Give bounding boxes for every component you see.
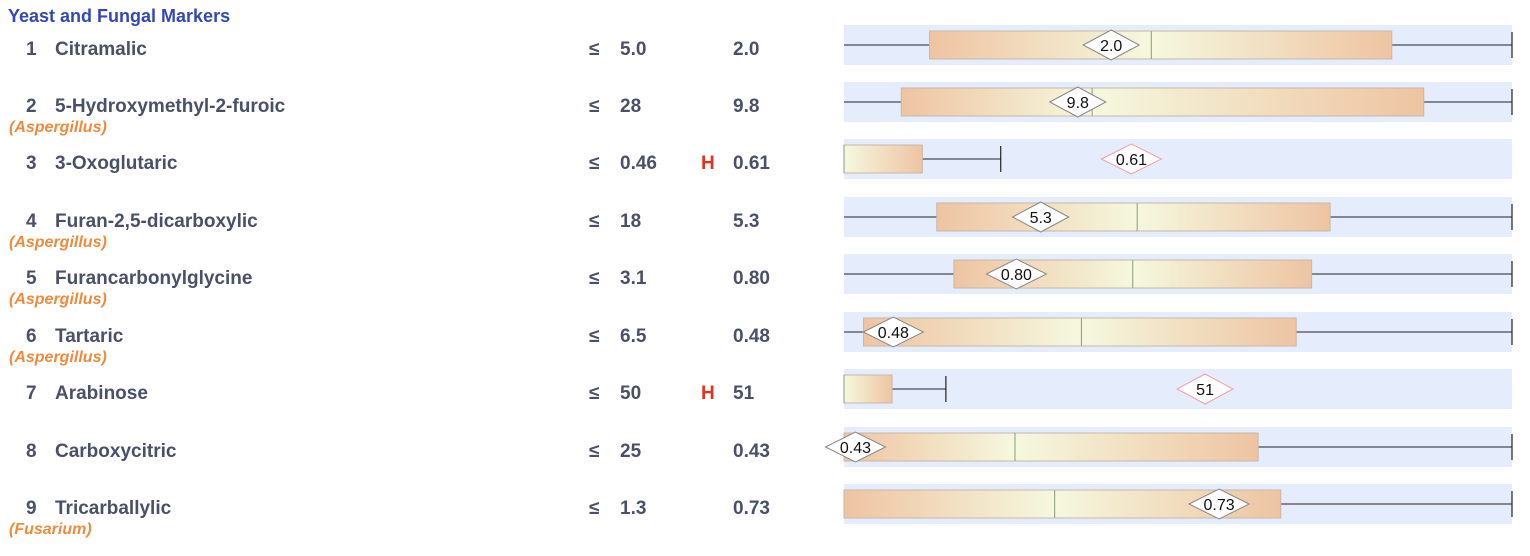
reference-limit: 5.0	[620, 39, 647, 60]
value-marker	[1011, 201, 1070, 233]
result-value: 51	[733, 383, 755, 404]
marker-name: Arabinose	[55, 383, 148, 404]
table-row: 8 Carboxycitric ≤25 0.43 0.43	[0, 427, 1530, 499]
iqr-box	[843, 374, 893, 404]
range-plot: 0.48	[844, 316, 1513, 348]
row-index: 6	[26, 326, 37, 347]
value-marker	[985, 258, 1048, 290]
result-value: 2.0	[733, 39, 760, 60]
value-marker	[1048, 86, 1107, 118]
row-index: 8	[26, 441, 37, 462]
value-marker-label: 0.61	[1116, 152, 1147, 169]
marker-name: Citramalic	[55, 39, 147, 60]
result-value: 0.48	[733, 326, 770, 347]
less-equal-symbol: ≤	[589, 39, 600, 60]
less-equal-symbol: ≤	[589, 268, 600, 289]
value-marker-label: 0.43	[840, 440, 871, 457]
value-marker-label: 2.0	[1100, 38, 1122, 55]
row-index: 2	[26, 96, 37, 117]
value-marker-label: 5.3	[1030, 210, 1052, 227]
value-marker-label: 51	[1196, 382, 1214, 399]
row-index: 1	[26, 39, 37, 60]
result-value: 9.8	[733, 96, 760, 117]
marker-name: 3-Oxoglutaric	[55, 153, 178, 174]
range-plot: 9.8	[844, 86, 1513, 118]
table-row: 4 Furan-2,5-dicarboxylic (Aspergillus) ≤18 5…	[0, 197, 1530, 269]
value-marker-label: 0.48	[878, 325, 909, 342]
range-plot: 0.43	[824, 431, 1513, 463]
iqr-box	[843, 144, 923, 174]
reference-limit: 18	[620, 211, 642, 232]
value-marker	[1176, 373, 1235, 405]
value-marker	[1187, 488, 1251, 520]
value-marker	[1082, 29, 1141, 61]
result-value: 0.80	[733, 268, 770, 289]
row-index: 4	[26, 211, 37, 232]
reference-limit: 50	[620, 383, 642, 404]
result-value: 5.3	[733, 211, 760, 232]
marker-name: Tartaric	[55, 326, 124, 347]
range-plot: 0.73	[843, 488, 1513, 520]
less-equal-symbol: ≤	[589, 383, 600, 404]
less-equal-symbol: ≤	[589, 211, 600, 232]
table-row: 5 Furancarbonylglycine (Aspergillus) ≤3.1 0.…	[0, 254, 1530, 326]
range-plot: 51	[843, 373, 1235, 405]
row-index: 7	[26, 383, 37, 404]
reference-limit: 1.3	[620, 498, 647, 519]
marker-source: (Aspergillus)	[9, 234, 107, 251]
high-flag: H	[701, 383, 715, 404]
row-index: 9	[26, 498, 37, 519]
marker-name: Furan-2,5-dicarboxylic	[55, 211, 258, 232]
reference-limit: 3.1	[620, 268, 647, 289]
iqr-box	[863, 317, 1297, 347]
iqr-box	[936, 202, 1331, 232]
iqr-box	[900, 87, 1425, 117]
reference-limit: 0.46	[620, 153, 657, 174]
value-marker	[824, 431, 887, 463]
range-plot: 5.3	[844, 201, 1513, 233]
table-row: 6 Tartaric (Aspergillus) ≤6.5 0.48 0.48	[0, 312, 1530, 384]
reference-limit: 28	[620, 96, 642, 117]
range-plot: 0.80	[844, 258, 1513, 290]
row-index: 3	[26, 153, 37, 174]
value-marker	[862, 316, 925, 348]
less-equal-symbol: ≤	[589, 326, 600, 347]
less-equal-symbol: ≤	[589, 441, 600, 462]
range-plot: 0.61	[843, 143, 1163, 175]
range-plot: 2.0	[844, 29, 1513, 61]
section-title: Yeast and Fungal Markers	[8, 6, 231, 26]
marker-source: (Aspergillus)	[9, 349, 107, 366]
marker-name: 5-Hydroxymethyl-2-furoic	[55, 96, 286, 117]
marker-source: (Aspergillus)	[9, 119, 107, 136]
reference-limit: 6.5	[620, 326, 647, 347]
marker-name: Furancarbonylglycine	[55, 268, 253, 289]
value-marker-label: 0.73	[1204, 497, 1235, 514]
table-row: 9 Tricarballylic (Fusarium) ≤1.3 0.73 0.73	[0, 484, 1530, 556]
result-value: 0.61	[733, 153, 770, 174]
result-value: 0.73	[733, 498, 770, 519]
marker-name: Carboxycitric	[55, 441, 177, 462]
value-marker	[1100, 143, 1163, 175]
table-row: 2 5-Hydroxymethyl-2-furoic (Aspergillus) ≤2…	[0, 82, 1530, 154]
less-equal-symbol: ≤	[589, 96, 600, 117]
value-marker-label: 9.8	[1067, 95, 1089, 112]
table-row: 1 Citramalic ≤5.0 2.0 2.0	[0, 25, 1530, 97]
result-value: 0.43	[733, 441, 770, 462]
iqr-box	[929, 30, 1393, 60]
iqr-box	[843, 432, 1259, 462]
table-row: 7 Arabinose ≤50 H 51 51	[0, 369, 1530, 441]
high-flag: H	[701, 153, 715, 174]
row-index: 5	[26, 268, 37, 289]
value-marker-label: 0.80	[1001, 267, 1032, 284]
marker-source: (Fusarium)	[9, 521, 92, 538]
marker-name: Tricarballylic	[55, 498, 172, 519]
marker-source: (Aspergillus)	[9, 291, 107, 308]
reference-limit: 25	[620, 441, 642, 462]
less-equal-symbol: ≤	[589, 498, 600, 519]
less-equal-symbol: ≤	[589, 153, 600, 174]
table-row: 3 3-Oxoglutaric ≤0.46 H 0.61 0.61	[0, 139, 1530, 211]
